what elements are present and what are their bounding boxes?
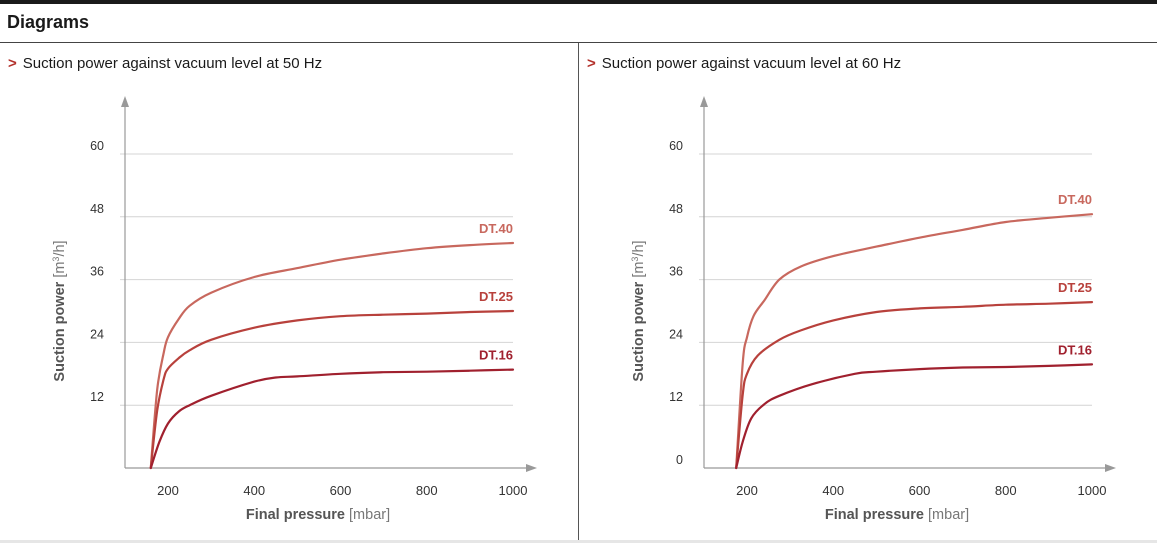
series-label: DT.40 (479, 221, 513, 236)
series-line-dt16 (735, 363, 1094, 470)
bottom-strip (0, 540, 1157, 543)
x-tick-label: 800 (995, 483, 1017, 498)
chart-title: > Suction power against vacuum level at 6… (587, 55, 901, 72)
series-label: DT.25 (1058, 280, 1092, 295)
series-label: DT.16 (1058, 342, 1092, 357)
y-axis-arrow-icon (700, 96, 708, 107)
series-label: DT.25 (479, 289, 513, 304)
y-tick-label: 12 (669, 390, 683, 404)
x-tick-label: 400 (243, 483, 265, 498)
x-tick-label: 600 (909, 483, 931, 498)
y-tick-label: 0 (676, 453, 683, 467)
y-axis-label: Suction power [m3/h] (51, 240, 68, 381)
chart-title-text: Suction power against vacuum level at 60… (601, 55, 902, 72)
series-line-dt40 (149, 241, 515, 470)
y-tick-label: 60 (669, 139, 683, 153)
y-axis-label: Suction power [m3/h] (630, 240, 647, 381)
x-axis-label: Final pressure [mbar] (825, 507, 969, 523)
y-tick-label: 60 (90, 139, 104, 153)
x-tick-label: 1000 (1078, 483, 1107, 498)
panel-divider (578, 43, 579, 541)
section-divider (0, 42, 1157, 43)
y-tick-label: 48 (669, 202, 683, 216)
x-tick-label: 800 (416, 483, 438, 498)
x-tick-label: 400 (822, 483, 844, 498)
chart-panel-60hz: > Suction power against vacuum level at 6… (579, 43, 1157, 540)
y-tick-label: 12 (90, 390, 104, 404)
x-tick-label: 1000 (499, 483, 528, 498)
chevron-right-icon: > (8, 55, 17, 72)
chart-panel-50hz: > Suction power against vacuum level at 5… (0, 43, 578, 540)
y-tick-label: 24 (669, 327, 683, 341)
y-axis-arrow-icon (121, 96, 129, 107)
series-line-dt25 (735, 301, 1094, 470)
line-chart-60hz: 0 12 24 36 48 60 200 400 600 800 1000 Final pressur… (630, 96, 1116, 523)
series-label: DT.40 (1058, 192, 1092, 207)
top-border (0, 0, 1157, 4)
y-tick-label: 24 (90, 327, 104, 341)
x-tick-label: 600 (330, 483, 352, 498)
y-tick-label: 36 (90, 265, 104, 279)
x-tick-label: 200 (736, 483, 758, 498)
x-axis-label: Final pressure [mbar] (246, 507, 390, 523)
x-axis-arrow-icon (526, 464, 537, 472)
x-tick-label: 200 (157, 483, 179, 498)
chevron-right-icon: > (587, 55, 596, 72)
series-line-dt16 (149, 368, 515, 470)
line-chart-50hz: 12 24 36 48 60 200 400 600 800 1000 Final pressure… (51, 96, 537, 523)
x-axis-arrow-icon (1105, 464, 1116, 472)
section-title: Diagrams (7, 12, 90, 32)
y-tick-label: 48 (90, 202, 104, 216)
y-tick-label: 36 (669, 265, 683, 279)
chart-title-text: Suction power against vacuum level at 50… (22, 55, 323, 72)
chart-title: > Suction power against vacuum level at 5… (8, 55, 322, 72)
series-line-dt25 (149, 309, 515, 470)
series-line-dt40 (735, 213, 1094, 470)
series-label: DT.16 (479, 348, 513, 363)
